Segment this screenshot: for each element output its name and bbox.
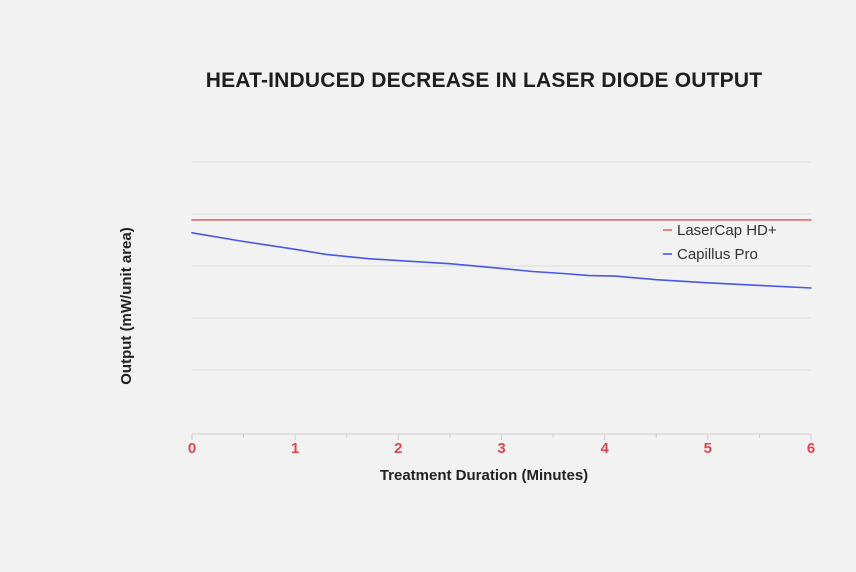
grid-lines [192, 161, 811, 371]
x-tick-label: 6 [807, 440, 815, 457]
x-tick-label: 1 [291, 440, 299, 457]
x-tick-label: 5 [704, 440, 712, 457]
x-tick-label: 4 [600, 440, 609, 457]
series-line-capillus-pro [191, 232, 812, 289]
legend: LaserCap HD+ Capillus Pro [663, 222, 777, 263]
x-axis-title: Treatment Duration (Minutes) [380, 467, 588, 484]
x-axis: 0 1 2 3 4 5 6 [188, 433, 815, 457]
plot-area [191, 219, 812, 289]
legend-label: LaserCap HD+ [677, 222, 777, 239]
legend-label: Capillus Pro [677, 246, 758, 263]
x-tick-label: 2 [394, 440, 402, 457]
x-tick-label: 0 [188, 440, 196, 457]
x-tick-label: 3 [497, 440, 505, 457]
chart-title: HEAT-INDUCED DECREASE IN LASER DIODE OUT… [206, 69, 763, 92]
y-axis-title: Output (mW/unit area) [118, 227, 135, 385]
